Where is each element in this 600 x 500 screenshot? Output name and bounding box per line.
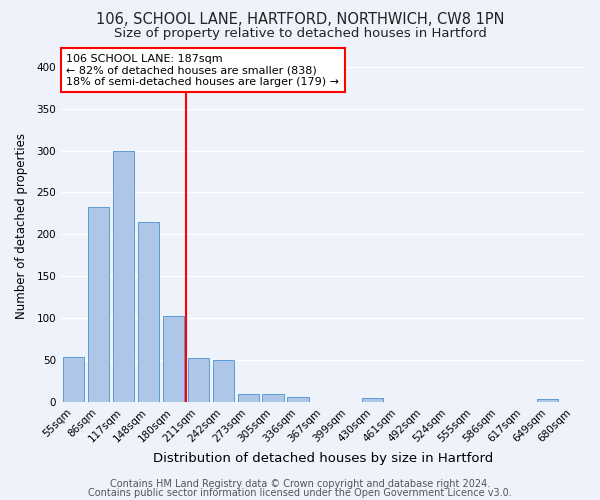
- Bar: [163, 316, 184, 402]
- Text: Contains HM Land Registry data © Crown copyright and database right 2024.: Contains HM Land Registry data © Crown c…: [110, 479, 490, 489]
- Bar: [113, 150, 134, 402]
- Bar: [88, 206, 109, 402]
- Text: 106 SCHOOL LANE: 187sqm
← 82% of detached houses are smaller (838)
18% of semi-d: 106 SCHOOL LANE: 187sqm ← 82% of detache…: [66, 54, 339, 86]
- Bar: [362, 398, 383, 402]
- Y-axis label: Number of detached properties: Number of detached properties: [15, 133, 28, 319]
- Bar: [188, 358, 209, 402]
- Bar: [212, 360, 234, 402]
- Bar: [238, 394, 259, 402]
- X-axis label: Distribution of detached houses by size in Hartford: Distribution of detached houses by size …: [153, 452, 493, 465]
- Bar: [537, 400, 558, 402]
- Bar: [262, 394, 284, 402]
- Text: Contains public sector information licensed under the Open Government Licence v3: Contains public sector information licen…: [88, 488, 512, 498]
- Bar: [137, 222, 159, 402]
- Bar: [287, 397, 308, 402]
- Text: 106, SCHOOL LANE, HARTFORD, NORTHWICH, CW8 1PN: 106, SCHOOL LANE, HARTFORD, NORTHWICH, C…: [96, 12, 504, 28]
- Bar: [63, 356, 84, 402]
- Text: Size of property relative to detached houses in Hartford: Size of property relative to detached ho…: [113, 28, 487, 40]
